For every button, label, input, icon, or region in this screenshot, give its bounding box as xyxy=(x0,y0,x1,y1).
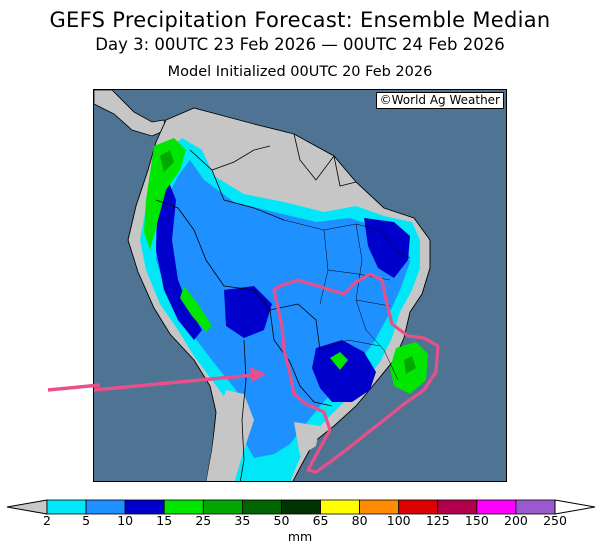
precip-5-10mm xyxy=(156,160,410,458)
colorbar-cell xyxy=(398,499,439,515)
precip-10-15mm-southeast xyxy=(312,340,376,402)
colorbar-tick-label: 250 xyxy=(543,513,567,528)
colorbar-cell xyxy=(124,499,165,515)
colorbar-cell xyxy=(163,499,204,515)
colorbar-cell xyxy=(85,499,126,515)
dry-area-andes-south xyxy=(206,390,254,481)
annotation-arrow-head xyxy=(250,367,266,382)
colorbar-tick-label: 100 xyxy=(386,513,411,528)
colorbar-tick-label: 35 xyxy=(234,513,251,528)
colorbar-cell xyxy=(476,499,517,515)
annotation-arrow-tail xyxy=(47,383,100,392)
precip-25-35mm-spot xyxy=(160,150,174,172)
colorbar-under-triangle xyxy=(6,499,48,515)
colorbar-tick-label: 25 xyxy=(195,513,212,528)
colorbar-tick-label: 2 xyxy=(43,513,51,528)
colorbar-tick-label: 5 xyxy=(82,513,91,528)
precip-15-25mm-patch xyxy=(330,352,348,370)
map-title: GEFS Precipitation Forecast: Ensemble Me… xyxy=(49,8,551,32)
colorbar xyxy=(6,499,596,515)
colorbar-tick-label: 125 xyxy=(425,513,450,528)
map-canvas xyxy=(94,90,506,481)
colorbar-tick-label: 15 xyxy=(156,513,173,528)
colorbar-unit: mm xyxy=(287,529,313,544)
colorbar-tick-label: 200 xyxy=(503,513,528,528)
colorbar-cell xyxy=(202,499,243,515)
annotation-arrow-shaft xyxy=(94,373,255,392)
colorbar-cell xyxy=(515,499,556,515)
colorbar-cell xyxy=(46,499,87,515)
colorbar-cell xyxy=(241,499,282,515)
colorbar-cell xyxy=(359,499,400,515)
colorbar-tick-label: 65 xyxy=(312,513,329,528)
model-init-time: Model Initialized 00UTC 20 Feb 2026 xyxy=(167,64,433,80)
colorbar-tick-label: 50 xyxy=(273,513,290,528)
annotation-outline xyxy=(272,272,440,474)
precip-10-15mm-central xyxy=(224,286,272,338)
colorbar-over-triangle xyxy=(554,499,596,515)
colorbar-tick-label: 150 xyxy=(464,513,489,528)
precip-25-35mm-spot-2 xyxy=(404,356,416,374)
precip-10-15mm-andes xyxy=(156,180,202,340)
forecast-period: Day 3: 00UTC 23 Feb 2026 — 00UTC 24 Feb … xyxy=(95,35,505,54)
precip-15-25mm-colombia xyxy=(144,138,186,250)
credit-label: ©World Ag Weather xyxy=(375,92,504,109)
precipitation-map: ©World Ag Weather xyxy=(93,89,507,482)
colorbar-tick-label: 80 xyxy=(351,513,368,528)
colorbar-cell xyxy=(281,499,321,515)
dry-area-pampas xyxy=(294,422,320,456)
colorbar-tick-label: 10 xyxy=(117,513,134,528)
colorbar-cell xyxy=(437,499,478,515)
precip-10-15mm-northeast xyxy=(364,218,410,278)
precip-15-25mm-peru xyxy=(180,286,212,332)
country-borders xyxy=(155,133,357,481)
colorbar-cell xyxy=(320,499,361,515)
